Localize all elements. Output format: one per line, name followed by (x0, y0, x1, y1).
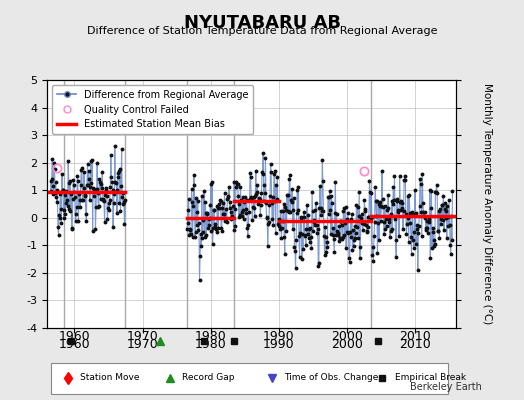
Text: Time of Obs. Change: Time of Obs. Change (284, 374, 379, 382)
Text: 1990: 1990 (263, 330, 294, 343)
Text: Record Gap: Record Gap (182, 374, 235, 382)
Text: 2000: 2000 (331, 330, 363, 343)
Text: 1970: 1970 (127, 330, 158, 343)
Text: Difference of Station Temperature Data from Regional Average: Difference of Station Temperature Data f… (87, 26, 437, 36)
Text: Station Move: Station Move (80, 374, 139, 382)
Text: Berkeley Earth: Berkeley Earth (410, 382, 482, 392)
Text: 2010: 2010 (399, 330, 431, 343)
Text: 1960: 1960 (59, 330, 90, 343)
Text: 1980: 1980 (195, 330, 226, 343)
Text: NYUTABARU AB: NYUTABARU AB (183, 14, 341, 32)
FancyBboxPatch shape (51, 362, 447, 394)
Legend: Difference from Regional Average, Quality Control Failed, Estimated Station Mean: Difference from Regional Average, Qualit… (52, 85, 254, 134)
Text: Empirical Break: Empirical Break (395, 374, 466, 382)
Y-axis label: Monthly Temperature Anomaly Difference (°C): Monthly Temperature Anomaly Difference (… (482, 83, 492, 325)
